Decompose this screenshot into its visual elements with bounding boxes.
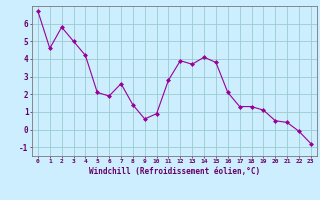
- X-axis label: Windchill (Refroidissement éolien,°C): Windchill (Refroidissement éolien,°C): [89, 167, 260, 176]
